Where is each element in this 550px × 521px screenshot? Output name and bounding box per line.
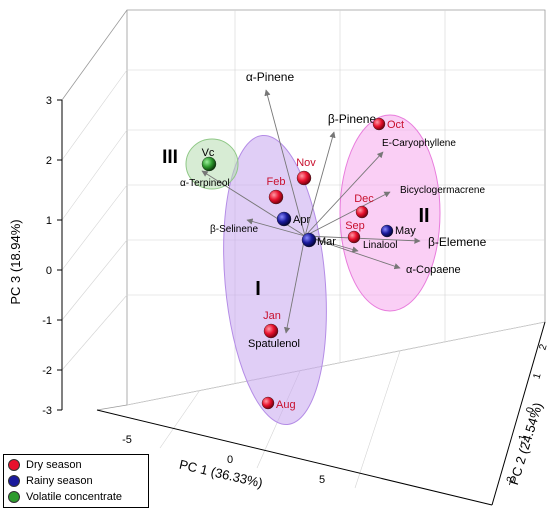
loading-label-terpineol: α-Terpineol (180, 178, 230, 189)
legend-label: Rainy season (26, 475, 93, 487)
gridline (126, 321, 546, 406)
sample-label-vc: Vc (202, 147, 215, 159)
sample-point-may (380, 224, 394, 238)
x-tick-label: 0 (227, 454, 233, 466)
z-tick-label: -1 (42, 315, 52, 327)
sample-point-dec (355, 205, 369, 219)
sample-label-may: May (395, 225, 416, 237)
sample-label-apr: Apr (293, 214, 310, 226)
z-axis-label: PC 3 (18.94%) (8, 219, 23, 304)
gridline (61, 129, 128, 221)
x-axis-label: PC 1 (36.33%) (178, 457, 264, 491)
z-tick-label: -2 (42, 365, 52, 377)
sample-label-oct: Oct (387, 119, 404, 131)
sample-point-nov (296, 170, 312, 186)
x-axis-line (96, 409, 493, 506)
cluster-iii-label: III (162, 147, 178, 168)
loading-label-pinene: β-Pinene (328, 112, 377, 126)
loading-label-selinene: β-Selinene (210, 224, 258, 235)
y-tick-label: -1 (516, 433, 529, 445)
loading-arrow-spatulenol (283, 235, 306, 334)
loading-arrow-selinene (246, 218, 306, 237)
sample-label-sep: Sep (345, 220, 365, 232)
legend-item-dry-season: Dry season (8, 457, 144, 473)
loading-arrow-bicyclogermacrene (304, 191, 391, 237)
back-wall-frame (61, 9, 546, 322)
gridline (61, 239, 128, 321)
x-tick-label: -5 (122, 434, 132, 446)
z-tick-label: -3 (42, 405, 52, 417)
y-tick-label: -2 (504, 475, 517, 487)
cluster-i-label: I (255, 278, 261, 300)
z-tick-label: 1 (46, 215, 52, 227)
front-edges (61, 100, 546, 506)
loading-label-pinene: α-Pinene (246, 70, 295, 84)
gridline (354, 350, 401, 489)
chart-legend: Dry season Rainy season Volatile concent… (3, 454, 149, 508)
left-floor-edge (96, 404, 128, 411)
loading-vectors: α-Pinene β-Pinene E-Caryophyllene Bicycloge… (180, 70, 487, 350)
gridline (61, 69, 128, 161)
gridline (61, 184, 128, 271)
sample-points: Oct Nov Feb Dec Sep Jan Aug Apr Mar May Vc (201, 117, 416, 411)
sample-point-aug (261, 396, 275, 410)
sample-label-nov: Nov (296, 157, 316, 169)
loading-arrow-e-caryophyllene (304, 151, 384, 237)
x-tick-label: 5 (319, 474, 325, 486)
sample-label-feb: Feb (267, 176, 286, 188)
loading-arrow-pinene (304, 131, 336, 237)
sample-point-jan (263, 323, 279, 339)
legend-swatch-green (8, 491, 20, 503)
grid-lines (61, 10, 546, 489)
sample-label-jan: Jan (263, 310, 281, 322)
gridline (159, 389, 201, 449)
loading-label-linalool: Linalool (363, 240, 397, 251)
gridline (61, 294, 128, 371)
legend-swatch-blue (8, 475, 20, 487)
sample-point-oct (372, 117, 386, 131)
y-tick-label: 2 (538, 343, 550, 352)
sample-label-aug: Aug (276, 399, 296, 411)
loading-label-e-caryophyllene: E-Caryophyllene (382, 138, 456, 149)
legend-label: Dry season (26, 459, 82, 471)
loading-label-elemene: β-Elemene (428, 235, 487, 249)
sample-label-mar: Mar (317, 236, 336, 248)
loading-arrow-elemene (304, 235, 421, 244)
loading-label-bicyclogermacrene: Bicyclogermacrene (400, 185, 485, 196)
z-tick-label: 0 (46, 265, 52, 277)
legend-item-rainy-season: Rainy season (8, 473, 144, 489)
legend-swatch-red (8, 459, 20, 471)
legend-item-volatile-concentrate: Volatile concentrate (8, 489, 144, 505)
y-axis-line (491, 321, 546, 506)
legend-label: Volatile concentrate (26, 491, 123, 503)
cluster-i-ellipse (223, 134, 327, 426)
loading-arrow-terpineol (201, 170, 306, 237)
sample-point-feb (268, 189, 284, 205)
sample-point-vc (201, 156, 217, 172)
sample-point-sep (347, 230, 361, 244)
cluster-ii-ellipse (339, 114, 441, 312)
loading-label-copaene: α-Copaene (406, 264, 461, 276)
y-tick-label: 1 (532, 372, 544, 381)
y-tick-label: 0 (525, 406, 537, 415)
sample-point-apr (276, 211, 292, 227)
axis-ticks: -3 -2 -1 0 1 2 3 -5 0 5 -2 -1 0 1 2 (42, 95, 550, 487)
y-axis-label: PC 2 (24.54%) (506, 401, 545, 487)
sample-point-mar (301, 232, 317, 248)
sample-label-dec: Dec (354, 193, 374, 205)
z-tick-label: 2 (46, 155, 52, 167)
loading-label-spatulenol: Spatulenol (248, 338, 300, 350)
z-tick-label: 3 (46, 95, 52, 107)
loading-arrow-pinene (264, 89, 306, 237)
cluster-ii-label: II (418, 205, 429, 227)
